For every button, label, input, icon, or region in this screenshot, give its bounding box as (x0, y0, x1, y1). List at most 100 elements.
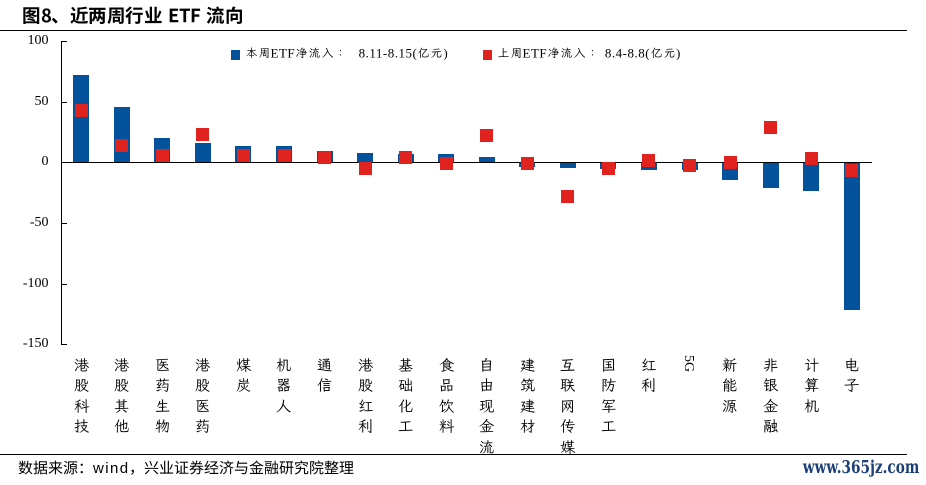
bar-自由现金流 (478, 157, 495, 163)
glyph-元 (664, 48, 675, 58)
glyph-业 (160, 460, 174, 474)
glyph-股 (357, 379, 373, 393)
glyph-周 (510, 47, 520, 58)
category-label-食品饮料 (439, 357, 454, 440)
glyph-与 (235, 460, 248, 475)
glyph-红 (358, 399, 373, 412)
glyph-自 (481, 357, 492, 372)
glyph-金 (763, 398, 778, 413)
glyph-近 (70, 6, 88, 24)
glyph-亿 (651, 47, 662, 58)
glyph-煤 (236, 357, 251, 372)
glyph-股 (195, 379, 210, 393)
category-label-电子 (844, 357, 859, 398)
y-axis-tick (61, 344, 67, 346)
category-label-计算机 (804, 357, 819, 419)
glyph-传 (560, 419, 576, 434)
glyph-通 (317, 358, 332, 371)
marker-新能源 (723, 156, 737, 170)
glyph-净 (548, 46, 560, 58)
glyph-国 (602, 358, 615, 372)
glyph-港 (358, 357, 373, 372)
glyph-理 (339, 461, 354, 474)
glyph-业 (144, 6, 162, 24)
legend-label-last-week: ETF 8.4-8.8() (497, 46, 681, 59)
x-axis-line (61, 162, 872, 164)
glyph-港 (114, 357, 130, 372)
glyph-人 (276, 399, 292, 413)
glyph-建 (520, 357, 535, 372)
glyph-建 (520, 399, 535, 413)
category-label-港股科技 (74, 357, 89, 440)
category-label-自由现金流 (479, 357, 495, 460)
glyph-8 (41, 8, 51, 23)
glyph-T (179, 8, 190, 23)
bar-非银金融 (762, 162, 779, 189)
category-label-5G: 5G (680, 354, 696, 372)
glyph-材 (520, 419, 535, 434)
bar-互联网传媒 (559, 162, 576, 168)
glyph-股 (74, 379, 89, 393)
category-label-港股医药 (195, 357, 211, 440)
glyph-金 (249, 460, 265, 474)
marker-非银金融 (764, 121, 778, 135)
bar-计算机 (803, 162, 820, 191)
bar-电子 (843, 162, 860, 311)
glyph-据 (33, 460, 48, 475)
glyph-防 (602, 378, 616, 392)
bar-港股其他 (113, 107, 130, 163)
glyph-技 (74, 419, 89, 434)
glyph-计 (804, 357, 819, 372)
bar-港股科技 (73, 74, 90, 163)
marker-医药生物 (155, 149, 169, 163)
glyph-， (131, 469, 135, 475)
y-axis-tick (61, 283, 67, 285)
glyph-础 (398, 378, 413, 392)
marker-计算机 (804, 152, 818, 166)
glyph-算 (804, 378, 818, 393)
glyph-生 (155, 399, 170, 412)
y-axis-tick (61, 40, 67, 42)
glyph-机 (277, 357, 292, 372)
glyph-工 (398, 421, 413, 432)
glyph-周 (107, 7, 124, 24)
glyph-炭 (236, 378, 251, 392)
glyph-亿 (418, 47, 429, 58)
glyph-器 (277, 378, 291, 392)
category-label-国防军工 (601, 357, 616, 440)
y-axis-line (61, 41, 62, 345)
glyph-E (169, 8, 178, 23)
bar-港股红利 (357, 152, 374, 163)
glyph-他 (114, 419, 129, 434)
glyph-医 (196, 399, 210, 412)
glyph-药 (155, 378, 169, 393)
category-label-港股其他 (114, 357, 130, 440)
glyph-元 (431, 48, 442, 58)
glyph-化 (398, 399, 413, 413)
category-label-通信 (317, 357, 332, 398)
glyph-科 (74, 398, 89, 413)
glyph-医 (155, 358, 169, 371)
category-label-医药生物 (155, 357, 170, 440)
y-axis-label: 100 (27, 32, 49, 48)
footer-rule (0, 454, 907, 456)
glyph-基 (398, 357, 413, 372)
glyph-食 (439, 357, 454, 372)
glyph-料 (439, 419, 454, 434)
glyph-图 (23, 7, 40, 24)
y-axis-label: -50 (29, 214, 49, 230)
glyph-向 (226, 6, 242, 24)
glyph-源 (63, 460, 78, 475)
glyph-究 (295, 460, 309, 475)
glyph-行 (125, 6, 144, 24)
glyph-港 (74, 357, 89, 372)
glyph-流 (479, 440, 494, 454)
category-label-基础化工 (398, 357, 413, 440)
category-label-煤炭 (236, 357, 251, 398)
glyph-净 (296, 46, 308, 58)
marker-通信 (318, 150, 332, 164)
glyph-工 (601, 421, 616, 432)
title-rule (0, 30, 907, 32)
category-label-机器人 (276, 357, 292, 419)
